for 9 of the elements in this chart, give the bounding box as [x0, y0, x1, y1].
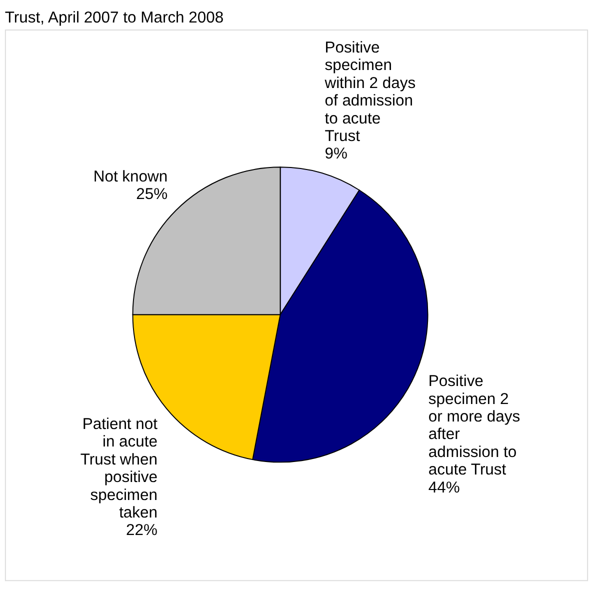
slice-label: Patient not in acute Trust when positive specimen taken: [80, 416, 158, 522]
data-label: 25%: [136, 186, 168, 204]
slice-label: Not known: [93, 168, 168, 186]
slice-label: Positive specimen 2 or more days after admission to acute Trust: [428, 373, 520, 479]
data-label: 22%: [126, 522, 158, 540]
slice-label: Positive specimen within 2 days of admission to acute Trust: [324, 40, 416, 146]
data-label: 9%: [324, 146, 348, 163]
data-label: 44%: [428, 479, 460, 496]
chart-title: Trust, April 2007 to March 2008: [4, 10, 224, 27]
